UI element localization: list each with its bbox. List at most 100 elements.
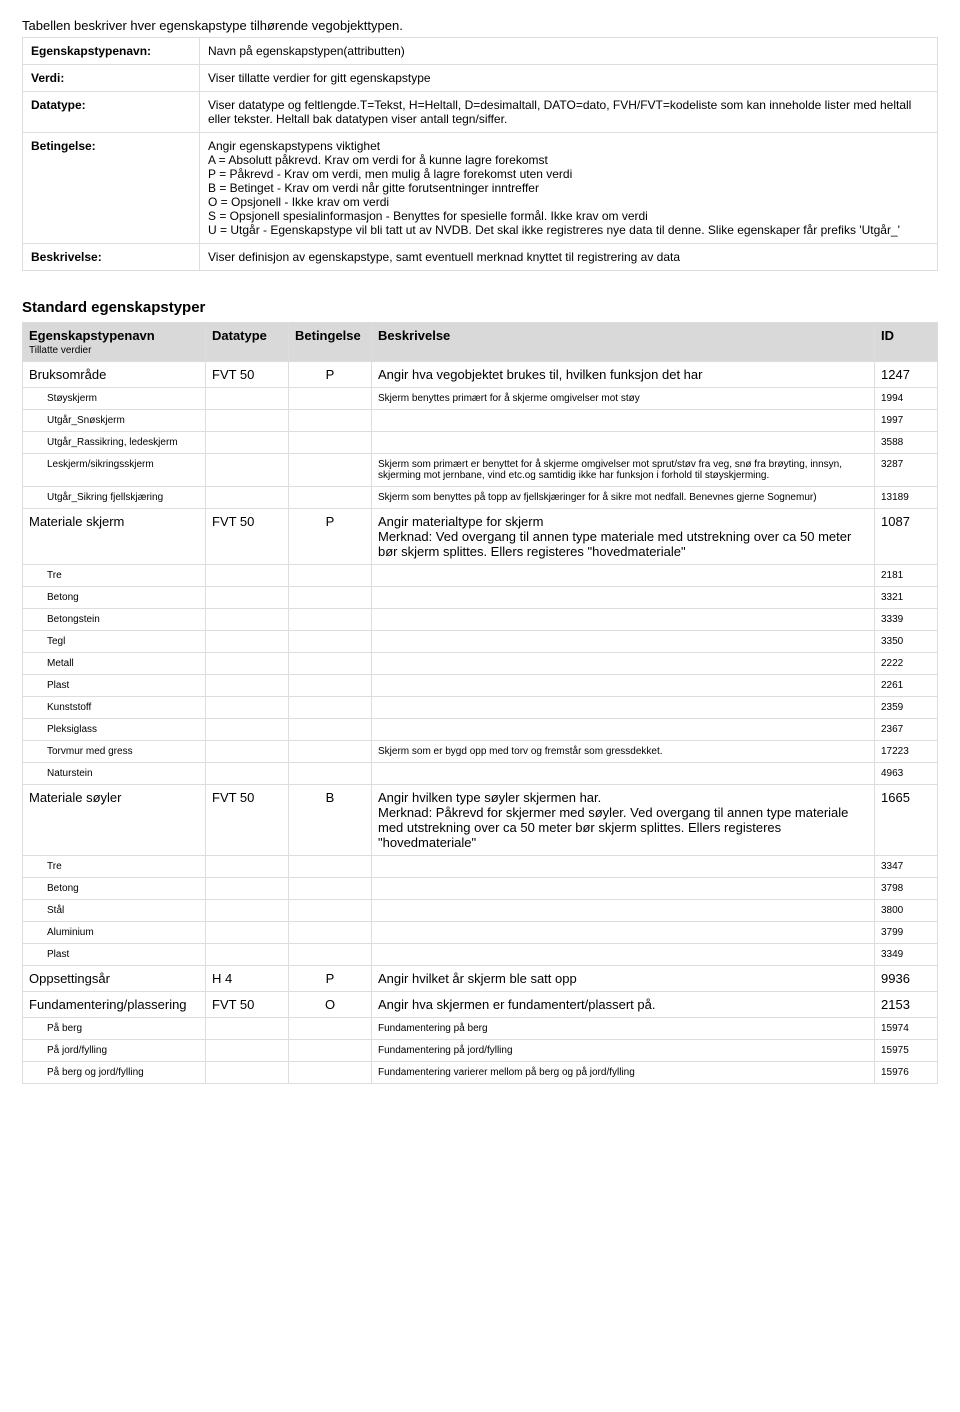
table-row-child: På jord/fyllingFundamentering på jord/fy… [23, 1040, 938, 1062]
table-row-child: Torvmur med gressSkjerm som er bygd opp … [23, 741, 938, 763]
cell-datatype [206, 432, 289, 454]
cell-desc: Skjerm benyttes primært for å skjerme om… [372, 388, 875, 410]
cell-desc [372, 878, 875, 900]
cell-desc [372, 763, 875, 785]
cell-id: 3799 [875, 922, 938, 944]
def-label: Beskrivelse: [23, 244, 200, 271]
cell-id: 15976 [875, 1062, 938, 1084]
cell-datatype [206, 587, 289, 609]
cell-id: 15975 [875, 1040, 938, 1062]
cell-datatype [206, 388, 289, 410]
cell-datatype [206, 878, 289, 900]
cell-datatype [206, 719, 289, 741]
cell-desc: Skjerm som primært er benyttet for å skj… [372, 454, 875, 487]
table-row-child: Aluminium3799 [23, 922, 938, 944]
cell-desc: Fundamentering på jord/fylling [372, 1040, 875, 1062]
cell-id: 1247 [875, 362, 938, 388]
cell-cond: B [289, 785, 372, 856]
cell-desc: Angir hva skjermen er fundamentert/plass… [372, 992, 875, 1018]
cell-desc [372, 587, 875, 609]
cell-id: 3800 [875, 900, 938, 922]
cell-name: Støyskjerm [23, 388, 206, 410]
cell-id: 3350 [875, 631, 938, 653]
cell-cond [289, 763, 372, 785]
table-row-child: Betong 3798 [23, 878, 938, 900]
cell-desc: Angir materialtype for skjerm Merknad: V… [372, 509, 875, 565]
cell-cond [289, 631, 372, 653]
cell-datatype [206, 454, 289, 487]
cell-id: 1087 [875, 509, 938, 565]
cell-desc [372, 432, 875, 454]
col-desc: Beskrivelse [372, 323, 875, 362]
cell-id: 2359 [875, 697, 938, 719]
cell-desc [372, 410, 875, 432]
cell-cond [289, 609, 372, 631]
col-datatype: Datatype [206, 323, 289, 362]
cell-id: 3349 [875, 944, 938, 966]
cell-id: 3798 [875, 878, 938, 900]
cell-datatype [206, 487, 289, 509]
table-row-child: Støyskjerm Skjerm benyttes primært for å … [23, 388, 938, 410]
cell-cond [289, 587, 372, 609]
cell-desc: Fundamentering varierer mellom på berg o… [372, 1062, 875, 1084]
cell-datatype [206, 653, 289, 675]
cell-name: Tre [23, 565, 206, 587]
cell-name: Kunststoff [23, 697, 206, 719]
cell-cond [289, 1018, 372, 1040]
cell-id: 9936 [875, 966, 938, 992]
def-label: Betingelse: [23, 133, 200, 244]
cell-name: Plast [23, 944, 206, 966]
table-row-child: Tre2181 [23, 565, 938, 587]
col-id: ID [875, 323, 938, 362]
table-row-child: Utgår_Sikring fjellskjæringSkjerm som be… [23, 487, 938, 509]
cell-id: 1997 [875, 410, 938, 432]
definitions-table: Egenskapstypenavn:Navn på egenskapstypen… [22, 37, 938, 271]
cell-id: 3588 [875, 432, 938, 454]
cell-datatype [206, 1040, 289, 1062]
col-name: Egenskapstypenavn Tillatte verdier [23, 323, 206, 362]
section-heading: Standard egenskapstyper [22, 299, 938, 316]
cell-id: 17223 [875, 741, 938, 763]
cell-desc [372, 675, 875, 697]
def-value: Viser tillatte verdier for gitt egenskap… [200, 65, 938, 92]
cell-cond: P [289, 509, 372, 565]
cell-datatype [206, 565, 289, 587]
def-label: Datatype: [23, 92, 200, 133]
table-row-parent: OppsettingsårH 4PAngir hvilket år skjerm… [23, 966, 938, 992]
cell-id: 3321 [875, 587, 938, 609]
def-value: Viser datatype og feltlengde.T=Tekst, H=… [200, 92, 938, 133]
cell-cond [289, 653, 372, 675]
cell-cond [289, 565, 372, 587]
cell-datatype [206, 697, 289, 719]
cell-desc [372, 565, 875, 587]
cell-datatype [206, 631, 289, 653]
cell-id: 3339 [875, 609, 938, 631]
col-cond: Betingelse [289, 323, 372, 362]
cell-name: Betongstein [23, 609, 206, 631]
table-row-child: Naturstein4963 [23, 763, 938, 785]
cell-name: Naturstein [23, 763, 206, 785]
cell-cond: P [289, 966, 372, 992]
table-row-child: Utgår_Snøskjerm 1997 [23, 410, 938, 432]
cell-desc: Angir hva vegobjektet brukes til, hvilke… [372, 362, 875, 388]
cell-cond [289, 432, 372, 454]
cell-cond [289, 675, 372, 697]
cell-desc [372, 944, 875, 966]
table-row-child: På bergFundamentering på berg15974 [23, 1018, 938, 1040]
cell-desc: Angir hvilken type søyler skjermen har. … [372, 785, 875, 856]
cell-cond: P [289, 362, 372, 388]
cell-datatype [206, 900, 289, 922]
cell-desc [372, 609, 875, 631]
cell-name: Fundamentering/plassering [23, 992, 206, 1018]
cell-desc [372, 900, 875, 922]
def-value: Navn på egenskapstypen(attributten) [200, 38, 938, 65]
cell-desc [372, 631, 875, 653]
cell-cond [289, 1040, 372, 1062]
cell-datatype [206, 675, 289, 697]
cell-name: Tre [23, 856, 206, 878]
cell-desc [372, 719, 875, 741]
cell-name: Betong [23, 878, 206, 900]
cell-datatype [206, 410, 289, 432]
cell-name: Leskjerm/sikringsskjerm [23, 454, 206, 487]
cell-name: Utgår_Snøskjerm [23, 410, 206, 432]
